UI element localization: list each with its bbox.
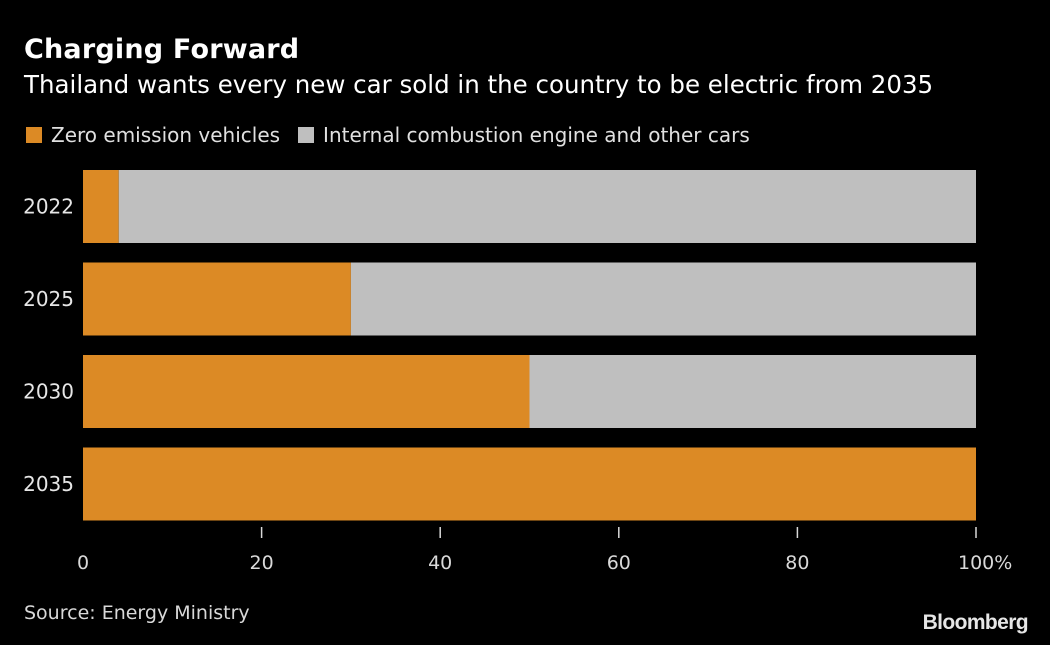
legend-label-zero-emission: Zero emission vehicles [51, 123, 281, 147]
bar-2022-zero-emission [83, 170, 119, 243]
x-tick-label-100: 100% [958, 552, 1012, 574]
bloomberg-logo: Bloomberg [922, 611, 1029, 634]
x-tick-label-40: 40 [428, 552, 452, 574]
category-label-2035: 2035 [23, 472, 74, 496]
x-tick-label-80: 80 [785, 552, 809, 574]
legend-item-ice: Internal combustion engine and other car… [298, 123, 750, 147]
x-tick-label-20: 20 [250, 552, 274, 574]
legend-label-ice: Internal combustion engine and other car… [323, 123, 750, 147]
chart-title: Charging Forward [24, 34, 300, 65]
category-label-2025: 2025 [23, 287, 74, 311]
category-label-2022: 2022 [23, 195, 74, 219]
legend-swatch-zero-emission [26, 127, 42, 143]
legend: Zero emission vehicles Internal combusti… [26, 123, 768, 147]
bar-2035-zero-emission [83, 447, 976, 521]
bar-2030-ice [529, 355, 976, 428]
source-note: Source: Energy Ministry [24, 602, 250, 624]
x-tick-label-0: 0 [77, 552, 89, 574]
x-tick-label-60: 60 [607, 552, 631, 574]
category-label-2030: 2030 [23, 380, 74, 404]
chart-subtitle: Thailand wants every new car sold in the… [24, 70, 934, 99]
bar-2030-zero-emission [83, 355, 530, 428]
legend-swatch-ice [298, 127, 315, 143]
bar-2025-zero-emission [83, 262, 351, 336]
bar-2022-ice [118, 170, 977, 243]
legend-item-zero-emission: Zero emission vehicles [26, 123, 280, 147]
bar-2025-ice [350, 262, 976, 336]
